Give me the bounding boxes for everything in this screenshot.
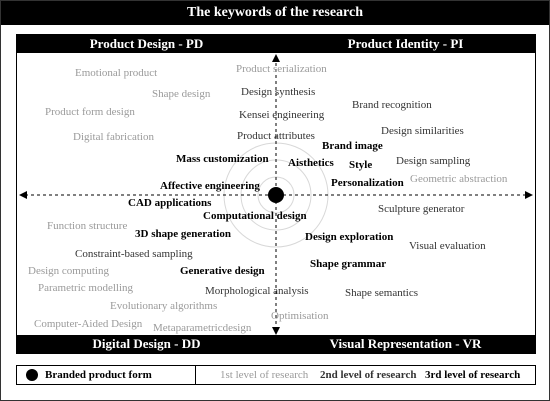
legend-level-1: 1st level of research [220,369,309,381]
keyword-27: Design computing [28,265,109,277]
keyword-28: Generative design [180,265,265,277]
keyword-20: Computational design [203,210,307,222]
keyword-0: Emotional product [75,67,158,79]
branded-product-form-icon [26,369,38,381]
figure-title: The keywords of the research [1,1,549,25]
keyword-11: Mass customization [176,153,269,165]
keyword-10: Brand image [322,140,383,152]
axes-and-center [19,54,533,335]
keyword-7: Brand recognition [352,99,432,111]
keyword-33: Computer-Aided Design [34,318,143,330]
keyword-5: Design synthesis [241,86,316,98]
keyword-15: Personalization [331,177,404,189]
legend: Branded product form 1st level of resear… [16,365,536,385]
keyword-35: Metaparametricdesign [153,322,252,334]
quadrant-label-product-design: Product Design - PD [17,35,276,53]
arrow-right-icon [525,191,533,199]
keyword-3: Digital fabrication [73,131,154,143]
keyword-32: Evolutionary algorithms [110,300,218,312]
keyword-9: Design similarities [381,125,464,137]
keyword-29: Parametric modelling [38,282,133,294]
keyword-1: Shape design [152,88,211,100]
keyword-12: Aisthetics [288,157,334,169]
keyword-30: Morphological analysis [205,285,309,297]
keyword-8: Product attributes [237,130,315,142]
keyword-31: Shape semantics [345,287,419,299]
keyword-34: Optimisation [271,310,329,322]
keyword-2: Product form design [45,106,135,118]
quadrant-label-visual-representation: Visual Representation - VR [276,335,535,353]
keyword-26: Shape grammar [310,258,387,270]
arrow-up-icon [272,54,280,62]
keyword-13: Style [349,159,373,171]
legend-branded-product-form: Branded product form [45,369,152,381]
arrow-down-icon [272,327,280,335]
legend-divider [195,366,196,384]
keyword-21: Function structure [47,220,128,232]
legend-level-2: 2nd level of research [320,369,417,381]
keyword-17: Affective engineering [160,180,260,192]
keyword-16: Geometric abstraction [410,173,508,185]
quadrant-label-digital-design: Digital Design - DD [17,335,276,353]
branded-product-form-dot [268,187,284,203]
keyword-4: Product serialization [236,63,327,75]
quadrant-label-product-identity: Product Identity - PI [276,35,535,53]
keyword-23: Design exploration [305,231,394,243]
keyword-14: Design sampling [396,155,471,167]
keyword-24: Visual evaluation [409,240,486,252]
keyword-25: Constraint-based sampling [75,248,193,260]
keyword-6: Kensei engineering [239,109,325,121]
keyword-19: Sculpture generator [378,203,465,215]
diagram-area: Product Design - PD Product Identity - P… [16,34,536,354]
keyword-18: CAD applications [128,197,212,209]
legend-level-3: 3rd level of research [425,369,521,381]
arrow-left-icon [19,191,27,199]
keyword-22: 3D shape generation [135,228,231,240]
